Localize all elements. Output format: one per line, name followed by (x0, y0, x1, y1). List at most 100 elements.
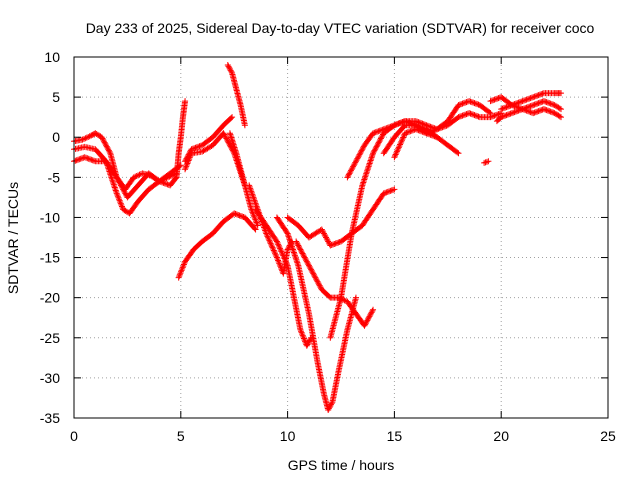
data-point (184, 160, 191, 167)
data-point (396, 142, 403, 149)
data-point (352, 158, 359, 165)
data-point (251, 215, 258, 222)
data-point (427, 128, 434, 135)
data-point (362, 320, 369, 327)
data-point (386, 188, 393, 195)
data-point (351, 160, 358, 167)
chart-title: Day 233 of 2025, Sidereal Day-to-day VTE… (86, 20, 595, 36)
data-point (394, 147, 401, 154)
data-point (75, 156, 82, 163)
data-point (197, 142, 204, 149)
data-point (328, 400, 335, 407)
data-point (528, 102, 535, 109)
x-tick-label: 25 (600, 428, 616, 444)
data-point (532, 93, 539, 100)
data-point (471, 112, 478, 119)
data-point (392, 121, 399, 128)
data-point (536, 91, 543, 98)
data-point (510, 109, 517, 116)
data-point (306, 263, 313, 270)
data-point (511, 109, 518, 116)
data-point (522, 97, 529, 104)
data-point (377, 135, 384, 142)
data-point (384, 188, 391, 195)
data-point (265, 236, 272, 243)
data-point (278, 249, 285, 256)
data-point (511, 103, 518, 110)
data-point (298, 249, 305, 256)
data-point (350, 162, 357, 169)
data-point (273, 237, 280, 244)
data-point (298, 329, 305, 336)
data-point (543, 107, 550, 114)
data-point (518, 98, 525, 105)
data-point (532, 101, 539, 108)
x-tick-label: 15 (387, 428, 403, 444)
data-point (272, 251, 279, 258)
data-point (303, 258, 310, 265)
data-point (403, 129, 410, 136)
data-point (88, 156, 95, 163)
data-point (270, 246, 277, 253)
data-point (538, 91, 545, 98)
data-point (536, 107, 543, 114)
data-point (379, 126, 386, 133)
data-point (514, 104, 521, 111)
data-point (184, 159, 191, 166)
data-point (254, 221, 261, 228)
data-point (312, 274, 319, 281)
y-tick-label: 10 (44, 49, 60, 65)
data-point (375, 128, 382, 135)
data-point (519, 98, 526, 105)
data-point (276, 260, 283, 267)
series-track-20 (487, 90, 565, 109)
data-point (383, 189, 390, 196)
data-point (117, 200, 124, 207)
data-point (504, 103, 511, 110)
data-point (531, 109, 538, 116)
data-point (466, 98, 473, 105)
data-point (283, 261, 290, 268)
data-point (531, 93, 538, 100)
data-point (114, 175, 121, 182)
data-point (475, 101, 482, 108)
data-point (547, 108, 554, 115)
data-point (506, 103, 513, 110)
data-point (313, 277, 320, 284)
data-point (535, 92, 542, 99)
y-axis-title: SDTVAR / TECUs (5, 182, 21, 294)
data-point (317, 283, 324, 290)
data-point (474, 101, 481, 108)
data-point (225, 139, 232, 146)
data-point (300, 335, 307, 342)
data-point (224, 138, 231, 145)
data-point (221, 132, 228, 139)
data-point (98, 134, 105, 141)
data-point (270, 247, 277, 254)
data-point (393, 150, 400, 157)
data-point (355, 152, 362, 159)
data-point (475, 113, 482, 120)
data-point (380, 190, 387, 197)
data-point (387, 187, 394, 194)
data-point (136, 171, 143, 178)
data-point (82, 135, 89, 142)
data-point (122, 190, 129, 197)
data-point (304, 341, 311, 348)
data-point (458, 101, 465, 108)
data-point (313, 275, 320, 282)
y-tick-label: -35 (40, 410, 60, 426)
data-point (373, 143, 380, 150)
data-point (543, 99, 550, 106)
data-point (225, 63, 232, 70)
data-point (492, 96, 499, 103)
data-point (303, 257, 310, 264)
data-point (251, 225, 258, 232)
data-point (548, 109, 555, 116)
data-point (494, 95, 501, 102)
data-point (115, 194, 122, 201)
data-point (300, 334, 307, 341)
y-tick-label: 0 (52, 129, 60, 145)
data-point (72, 157, 79, 164)
axis-ticks (73, 56, 609, 419)
